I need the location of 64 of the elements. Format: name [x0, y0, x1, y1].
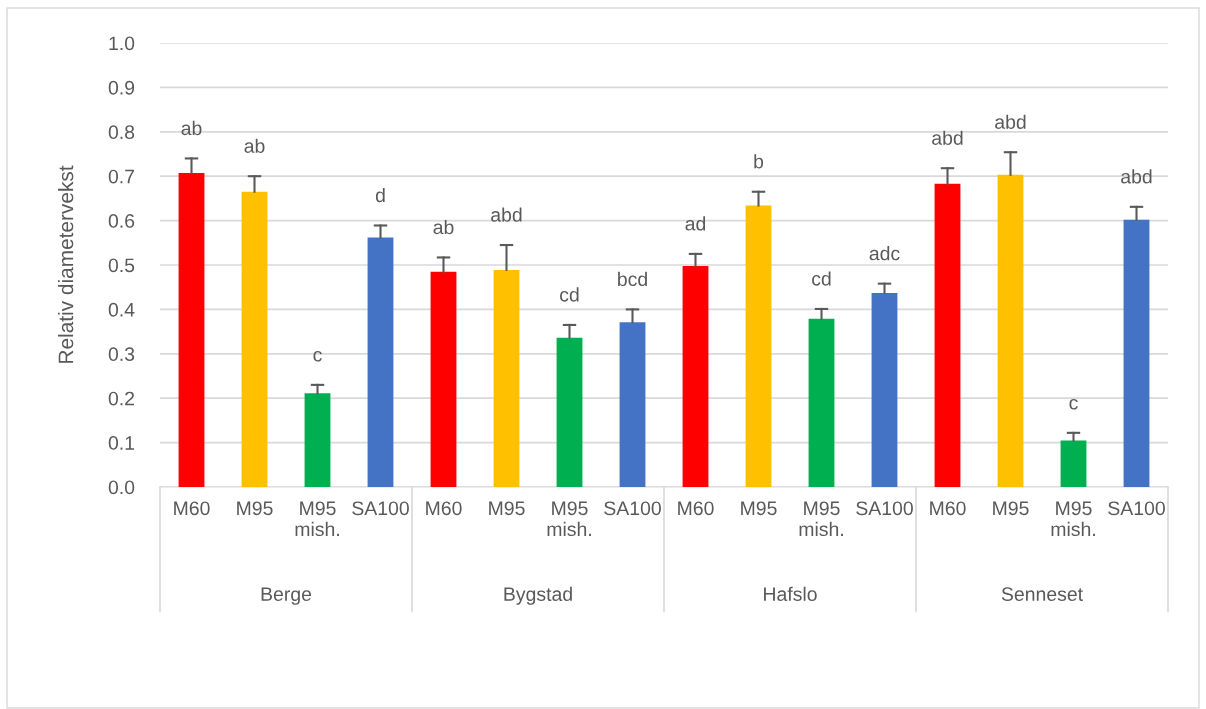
x-tick-label: SA100	[604, 501, 661, 516]
y-tick-label: 0.2	[108, 391, 135, 406]
bar	[808, 318, 835, 487]
y-tick-label: 0.1	[108, 436, 135, 450]
data-label: ab	[244, 138, 265, 153]
y-tick-label: 0.3	[108, 347, 135, 362]
x-tick-label: M95	[741, 501, 777, 516]
bar	[934, 183, 961, 487]
text: Berge	[261, 587, 312, 605]
y-axis-title: Relativ diametervekst	[58, 165, 74, 363]
data-label: adc	[869, 246, 900, 261]
bar	[997, 174, 1024, 487]
data-label: d	[375, 187, 385, 203]
y-tick-label: 0.6	[108, 214, 135, 228]
x-tick-label: M95	[489, 501, 525, 516]
data-label: abd	[491, 207, 522, 222]
data-label: cd	[812, 271, 831, 286]
bar	[493, 269, 520, 487]
x-tick-label: SA100	[352, 501, 409, 516]
bar	[367, 237, 394, 487]
data-label: cd	[560, 287, 579, 302]
bar	[1060, 440, 1087, 487]
x-tick-label: M60	[678, 501, 714, 516]
x-tick-label: M95 mish.	[295, 501, 339, 537]
x-tick-label: SA100	[856, 501, 913, 516]
y-tick-label: 0.4	[108, 302, 135, 317]
x-tick-label: SA100	[1108, 501, 1165, 516]
y-tick-label: 1.0	[109, 36, 135, 51]
data-label: b	[754, 154, 764, 169]
bar	[241, 191, 268, 487]
bar	[178, 173, 205, 487]
bar	[871, 292, 898, 487]
text: Senneset	[1001, 587, 1083, 601]
x-tick-label: M60	[930, 501, 966, 516]
data-label: bcd	[618, 271, 647, 287]
data-label: abd	[1121, 169, 1152, 184]
text: Bygstad	[504, 586, 572, 605]
y-tick-label: 0.9	[108, 80, 135, 95]
x-tick-label: M95 mish.	[547, 501, 591, 537]
bar	[682, 265, 709, 487]
bar	[556, 337, 583, 487]
y-tick-label: 0.0	[108, 480, 135, 495]
x-tick-label: M95 mish.	[799, 501, 843, 537]
data-label: c	[313, 350, 322, 362]
bar	[619, 322, 646, 487]
data-label: ab	[181, 120, 202, 136]
y-tick-label: 0.5	[108, 258, 135, 273]
y-tick-label: 0.8	[108, 125, 135, 140]
x-tick-label: M95	[237, 501, 273, 516]
bar	[745, 205, 772, 487]
x-tick-label: M95 mish.	[1051, 501, 1095, 537]
bar	[304, 393, 331, 487]
data-label: c	[1069, 398, 1078, 410]
text: Hafslo	[764, 586, 817, 601]
x-tick-label: M60	[426, 501, 462, 516]
data-label: abd	[932, 130, 963, 145]
data-label: ad	[685, 216, 706, 231]
data-label: ab	[433, 219, 454, 235]
x-tick-label: M60	[174, 501, 210, 516]
y-tick-label: 0.7	[108, 169, 135, 184]
data-label: abd	[995, 114, 1026, 129]
bar	[1123, 219, 1150, 487]
x-tick-label: M95	[993, 501, 1029, 516]
bar	[430, 271, 457, 487]
